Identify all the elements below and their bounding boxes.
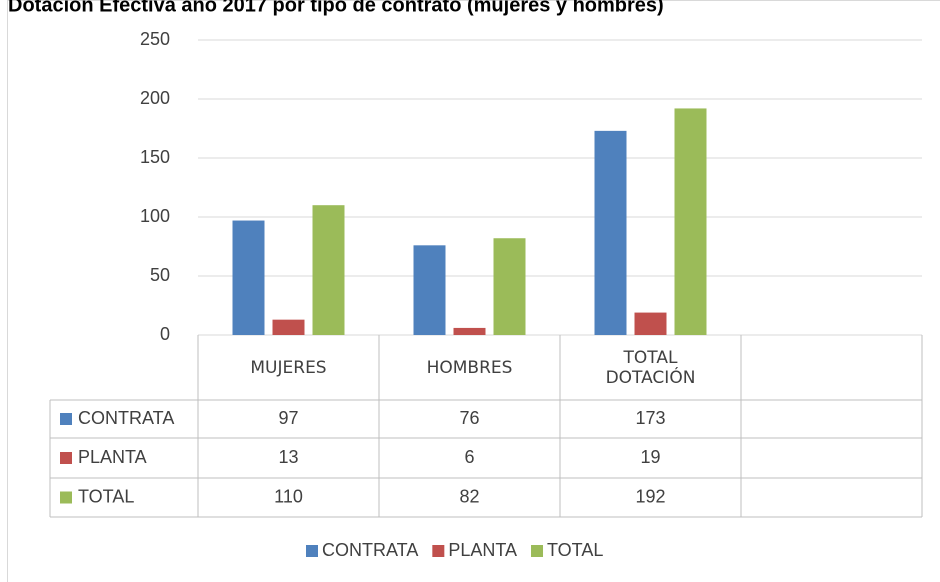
bar	[312, 205, 345, 335]
bar	[493, 238, 526, 335]
x-tick-label: HOMBRES	[426, 357, 513, 378]
bar	[232, 220, 265, 335]
legend-key	[432, 545, 445, 557]
table-value: 13	[278, 447, 298, 467]
y-tick-label: 200	[140, 88, 170, 108]
x-tick-label: HOMBRES	[426, 357, 513, 378]
table-row-label: CONTRATA	[78, 408, 174, 428]
y-tick-label: 250	[140, 29, 170, 49]
table-value: 6	[464, 447, 474, 467]
table-value: 82	[459, 486, 479, 506]
y-tick-label: 0	[160, 324, 170, 344]
table-value: 19	[640, 447, 660, 467]
chart-frame	[7, 0, 940, 582]
legend-key	[60, 491, 72, 504]
table-value: 110	[274, 486, 303, 506]
bar	[413, 245, 446, 335]
legend-label: CONTRATA	[322, 540, 418, 560]
bar	[594, 130, 627, 335]
table-value: 76	[459, 408, 479, 428]
y-tick-label: 50	[150, 265, 170, 285]
legend-key	[60, 413, 72, 425]
bar	[272, 319, 305, 335]
legend-key	[306, 545, 318, 557]
y-tick-label: 150	[140, 147, 170, 167]
chart-title: Dotación Efectiva año 2017 por tipo de c…	[8, 0, 664, 16]
x-tick-label: TOTAL DOTACIÓN	[605, 347, 696, 388]
y-tick-label: 100	[140, 206, 170, 226]
bar	[674, 108, 707, 335]
x-tick-label: MUJERES	[250, 357, 327, 378]
x-tick-label: TOTAL DOTACIÓN	[605, 347, 696, 388]
table-row-label: PLANTA	[78, 447, 147, 467]
legend-key	[531, 545, 544, 557]
x-tick-label: MUJERES	[250, 357, 327, 378]
legend-label: TOTAL	[547, 540, 603, 560]
table-row-label: TOTAL	[78, 486, 134, 506]
legend-label: PLANTA	[448, 540, 517, 560]
table-value: 192	[635, 486, 665, 506]
legend-key	[60, 452, 72, 464]
table-value: 173	[635, 408, 665, 428]
bar	[453, 327, 486, 335]
bar	[634, 312, 667, 335]
table-value: 97	[278, 408, 298, 428]
